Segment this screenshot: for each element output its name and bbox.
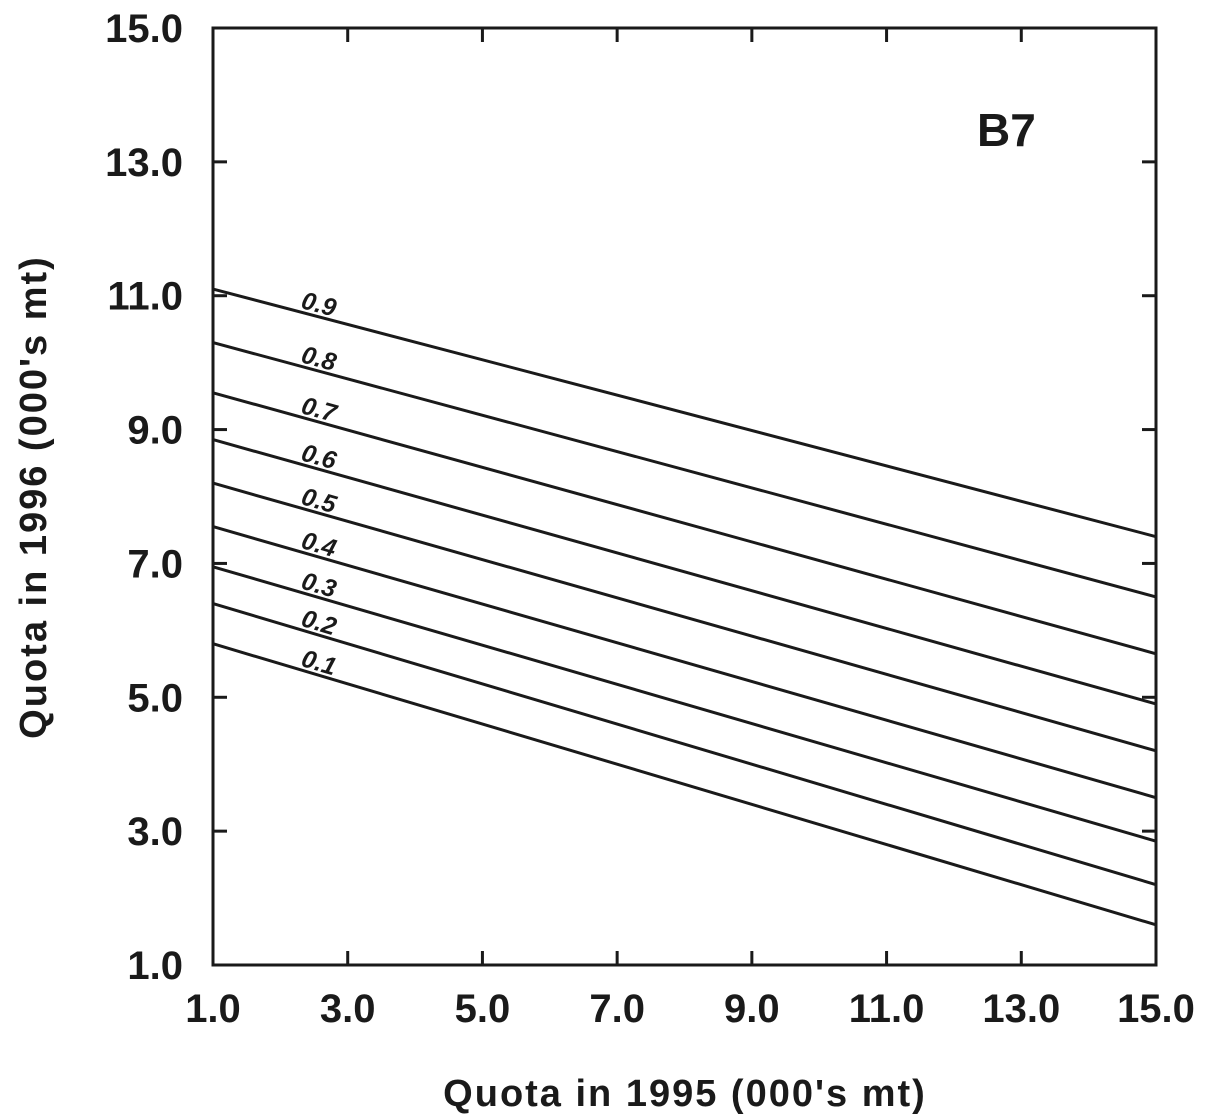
series-label: 0.6 <box>298 439 340 476</box>
y-tick-labels: 1.0 3.0 5.0 7.0 9.0 11.0 13.0 15.0 <box>105 7 183 988</box>
series-label: 0.7 <box>298 392 340 429</box>
series-label: 0.8 <box>298 341 339 377</box>
series-line-0.1 <box>212 642 1157 927</box>
series-labels: 0.9 0.8 0.7 0.6 0.5 0.4 0.30.2 0.1 <box>298 287 340 682</box>
y-tick-label: 7.0 <box>127 542 183 586</box>
x-tick-label: 1.0 <box>185 987 241 1031</box>
series-label: 0.1 <box>298 645 339 682</box>
y-tick-label: 15.0 <box>105 7 183 51</box>
series-line-0.9 <box>212 287 1157 539</box>
series-line-0.2 <box>212 602 1157 887</box>
x-tick-label: 11.0 <box>849 987 925 1031</box>
series-label: 0.3 <box>298 567 339 604</box>
x-tick-label: 13.0 <box>982 987 1060 1031</box>
series-label: 0.4 <box>298 526 339 563</box>
axis-ticks <box>211 26 1158 967</box>
y-tick-label: 1.0 <box>127 944 183 988</box>
series-line-0.5 <box>212 481 1157 753</box>
series-line-0.7 <box>212 391 1157 656</box>
panel-label: B7 <box>977 104 1036 156</box>
x-axis-title: Quota in 1995 (000's mt) <box>443 1073 927 1115</box>
y-axis-title: Quota in 1996 (000's mt) <box>13 255 55 739</box>
x-tick-label: 9.0 <box>724 987 780 1031</box>
series-lines <box>212 287 1157 927</box>
y-tick-label: 13.0 <box>105 141 183 185</box>
series-line-0.3 <box>212 565 1157 843</box>
series-label: 0.5 <box>298 483 340 520</box>
x-tick-label: 15.0 <box>1117 987 1195 1031</box>
y-tick-label: 5.0 <box>127 676 183 720</box>
y-tick-label: 3.0 <box>127 810 183 854</box>
series-line-0.6 <box>212 438 1157 706</box>
series-line-0.8 <box>212 341 1157 599</box>
series-label: 0.9 <box>298 287 339 323</box>
x-tick-label: 7.0 <box>589 987 645 1031</box>
y-tick-label: 11.0 <box>107 275 183 319</box>
series-line-0.4 <box>212 525 1157 800</box>
x-tick-labels: 1.0 3.0 5.0 7.0 9.0 11.0 13.0 15.0 <box>185 987 1195 1031</box>
y-tick-label: 9.0 <box>127 409 183 453</box>
series-label: 0.2 <box>298 604 339 641</box>
x-tick-label: 3.0 <box>320 987 376 1031</box>
plot-frame <box>211 26 1158 967</box>
x-tick-label: 5.0 <box>455 987 511 1031</box>
